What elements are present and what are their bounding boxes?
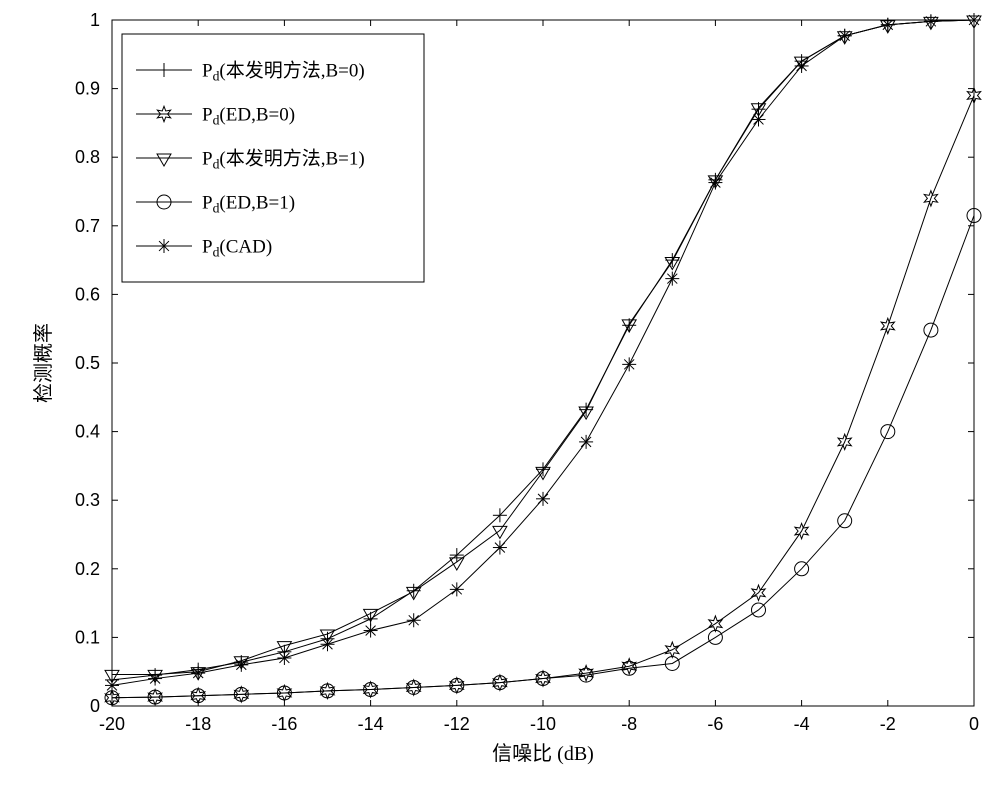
x-tick-label: -20: [99, 714, 125, 734]
y-tick-label: 0.7: [75, 216, 100, 236]
legend-label-2: Pd(本发明方法,B=1): [202, 148, 365, 172]
y-axis-label: 检测概率: [32, 323, 55, 403]
y-tick-label: 0.5: [75, 353, 100, 373]
legend: Pd(本发明方法,B=0)Pd(ED,B=0)Pd(本发明方法,B=1)Pd(E…: [122, 34, 424, 282]
series-3: [105, 209, 981, 705]
y-tick-label: 0: [90, 696, 100, 716]
y-tick-label: 0.2: [75, 559, 100, 579]
x-tick-label: -18: [185, 714, 211, 734]
x-tick-label: -8: [621, 714, 637, 734]
y-tick-label: 0.4: [75, 422, 100, 442]
x-tick-label: -12: [444, 714, 470, 734]
x-tick-label: -10: [530, 714, 556, 734]
y-tick-label: 0.1: [75, 627, 100, 647]
x-tick-label: -14: [358, 714, 384, 734]
x-tick-label: -4: [794, 714, 810, 734]
x-axis-label: 信噪比 (dB): [492, 742, 594, 765]
x-tick-label: -16: [271, 714, 297, 734]
y-tick-label: 0.9: [75, 79, 100, 99]
y-tick-label: 0.6: [75, 284, 100, 304]
legend-label-0: Pd(本发明方法,B=0): [202, 60, 365, 84]
y-tick-label: 0.3: [75, 490, 100, 510]
y-tick-label: 0.8: [75, 147, 100, 167]
x-tick-label: 0: [969, 714, 979, 734]
chart-container: -20-18-16-14-12-10-8-6-4-2000.10.20.30.4…: [0, 0, 1000, 785]
x-tick-label: -2: [880, 714, 896, 734]
legend-label-4: Pd(CAD): [202, 237, 272, 260]
x-tick-label: -6: [707, 714, 723, 734]
y-tick-label: 1: [90, 10, 100, 30]
line-chart: -20-18-16-14-12-10-8-6-4-2000.10.20.30.4…: [0, 0, 1000, 785]
